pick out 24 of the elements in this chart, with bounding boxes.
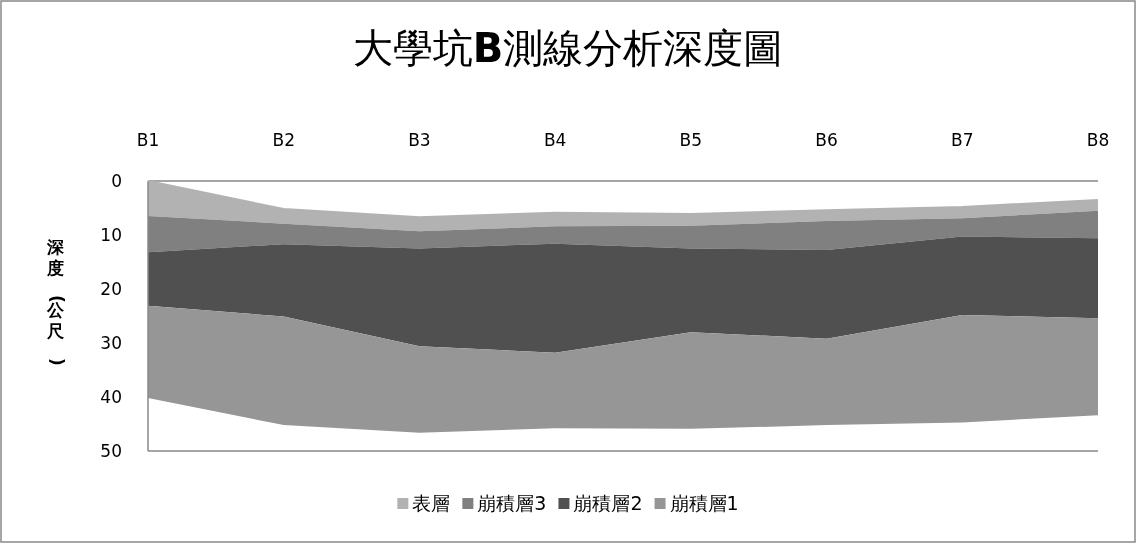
y-tick-label: 0 (111, 171, 122, 191)
y-tick-label: 10 (100, 225, 122, 245)
x-tick-label: B6 (815, 130, 838, 150)
legend-label: 崩積層2 (573, 492, 643, 514)
x-tick-label: B1 (136, 130, 160, 150)
legend-item: 表層 (397, 492, 451, 514)
chart-title: 大學坑B測線分析深度圖 (352, 25, 784, 71)
y-tick-label: 30 (100, 333, 122, 353)
x-tick-label: B4 (543, 130, 567, 150)
legend-item: 崩積層1 (654, 492, 739, 514)
x-tick-label: B3 (408, 130, 431, 150)
x-tick-label: B8 (1086, 130, 1110, 150)
legend-item: 崩積層2 (558, 492, 643, 514)
x-tick-label: B7 (951, 130, 974, 150)
legend-item: 崩積層3 (462, 492, 547, 514)
legend-label: 崩積層1 (669, 492, 739, 514)
y-tick-label: 20 (100, 279, 122, 299)
y-axis-title: 深度(公尺) (45, 237, 68, 366)
x-tick-label: B2 (272, 130, 295, 150)
x-tick-label: B5 (679, 130, 703, 150)
legend-label: 表層 (412, 492, 451, 514)
y-tick-label: 40 (100, 387, 122, 407)
legend-label: 崩積層3 (477, 492, 547, 514)
y-tick-label: 50 (100, 441, 122, 461)
